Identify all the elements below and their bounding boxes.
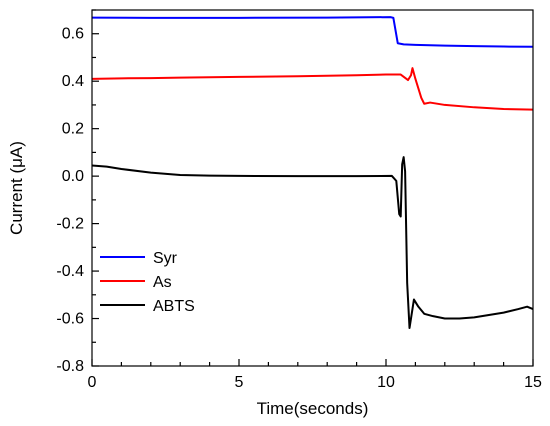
legend-label-syr: Syr bbox=[153, 250, 178, 267]
y-axis-ticks: -0.8 -0.6 -0.4 -0.2 0.0 0.2 0.4 0.6 bbox=[56, 9, 99, 375]
x-tick-label: 10 bbox=[377, 374, 395, 391]
x-axis-ticks: 0 5 10 15 bbox=[88, 359, 542, 391]
series-line-abts bbox=[91, 156, 534, 330]
x-axis-label: Time(seconds) bbox=[257, 399, 369, 418]
plot-lines bbox=[91, 16, 534, 330]
y-tick-label: 0.4 bbox=[62, 73, 84, 90]
y-tick-label: 0.6 bbox=[62, 26, 84, 43]
plot-frame bbox=[91, 9, 534, 367]
series-line-as bbox=[91, 67, 534, 111]
legend: Syr As ABTS bbox=[100, 250, 195, 315]
y-tick-label: 0.2 bbox=[62, 121, 84, 138]
legend-label-abts: ABTS bbox=[153, 298, 195, 315]
y-tick-label: -0.6 bbox=[56, 311, 84, 328]
y-tick-label: -0.2 bbox=[56, 216, 84, 233]
x-tick-label: 15 bbox=[524, 374, 542, 391]
y-tick-label: -0.4 bbox=[56, 263, 84, 280]
y-tick-label: -0.8 bbox=[56, 358, 84, 375]
y-axis-label: Current (μA) bbox=[7, 141, 26, 235]
x-tick-label: 0 bbox=[88, 374, 97, 391]
legend-label-as: As bbox=[153, 274, 172, 291]
x-tick-label: 5 bbox=[235, 374, 244, 391]
series-line-syr bbox=[91, 16, 534, 48]
y-tick-label: 0.0 bbox=[62, 168, 84, 185]
